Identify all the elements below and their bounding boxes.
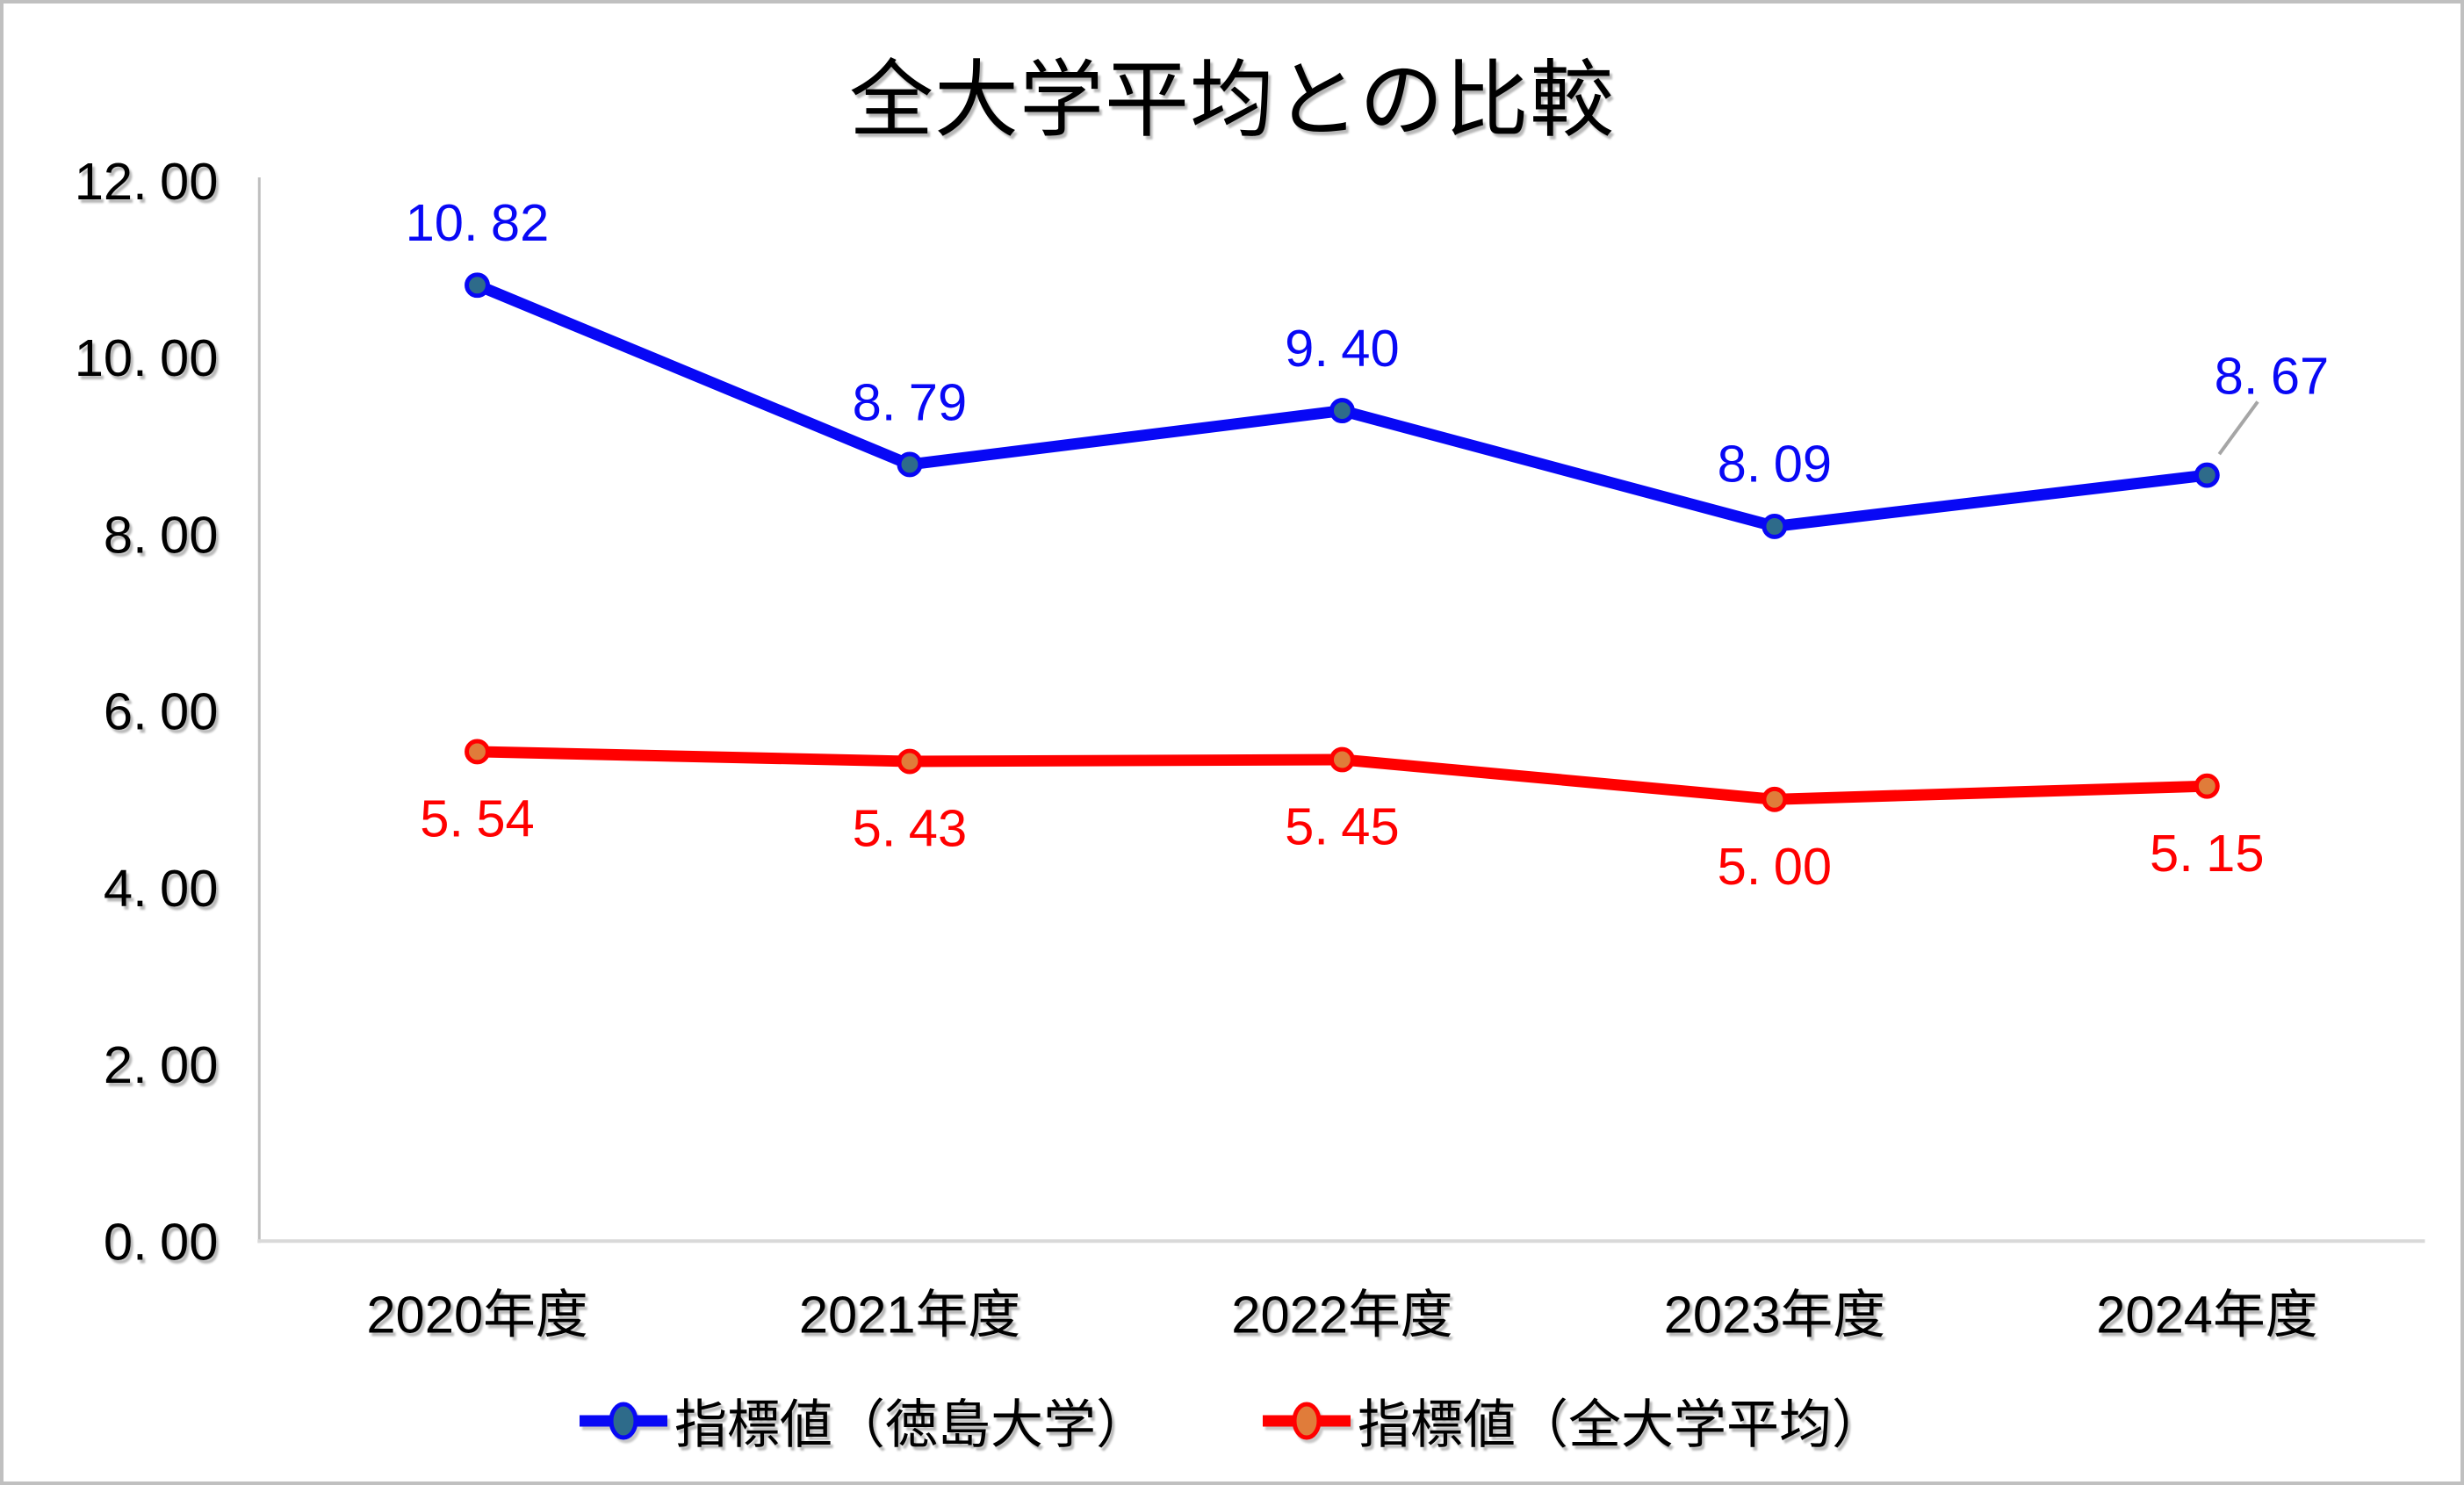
- data-point-marker[interactable]: [2194, 773, 2220, 799]
- legend: 指標値（徳島大学） 指標値（全大学平均）: [4, 1382, 2460, 1459]
- legend-line-marker-icon: [1263, 1402, 1351, 1439]
- data-point-marker[interactable]: [897, 748, 923, 775]
- data-label: 5. 43: [853, 798, 968, 857]
- data-point-marker[interactable]: [1762, 786, 1788, 812]
- data-label: 9. 40: [1285, 318, 1400, 377]
- x-category-label: 2020年度: [366, 1285, 587, 1344]
- legend-item-all-univ-average[interactable]: 指標値（全大学平均）: [1263, 1382, 1884, 1459]
- data-point-marker[interactable]: [465, 272, 490, 299]
- data-label: 8. 79: [853, 372, 968, 431]
- data-label: 5. 45: [1285, 797, 1400, 855]
- legend-label-all-univ-average: 指標値（全大学平均）: [1358, 1395, 1884, 1454]
- data-point-marker[interactable]: [1329, 746, 1355, 773]
- y-tick-label: 0. 00: [104, 1212, 219, 1271]
- x-category-label: 2022年度: [1231, 1285, 1452, 1344]
- y-tick-label: 4. 00: [104, 858, 219, 917]
- x-category-label: 2023年度: [1664, 1285, 1885, 1344]
- data-label-leader-line: [2217, 400, 2259, 456]
- y-tick-label: 10. 00: [75, 328, 219, 387]
- data-label: 5. 00: [1718, 836, 1833, 895]
- legend-label-tokushima: 指標値（徳島大学）: [674, 1395, 1149, 1454]
- data-point-marker[interactable]: [2194, 462, 2220, 488]
- y-tick-label: 12. 00: [75, 152, 219, 211]
- plot-area: 0. 00 2. 00 4. 00 6. 00 8. 00 10. 00 12. 00 2020年度 2021…: [75, 152, 2425, 1344]
- legend-item-tokushima[interactable]: 指標値（徳島大学）: [580, 1382, 1149, 1459]
- y-tick-label: 2. 00: [104, 1035, 219, 1094]
- x-category-label: 2021年度: [799, 1285, 1020, 1344]
- y-tick-label: 6. 00: [104, 681, 219, 740]
- data-point-marker[interactable]: [465, 739, 490, 765]
- data-label: 5. 54: [420, 789, 535, 847]
- data-label: 10. 82: [406, 193, 550, 252]
- chart-title: 全大学平均との比較: [848, 54, 1616, 148]
- data-label: 5. 15: [2150, 823, 2265, 882]
- data-point-marker[interactable]: [897, 451, 923, 478]
- data-label: 8. 67: [2215, 346, 2330, 405]
- legend-point-icon: [1292, 1402, 1322, 1439]
- legend-line-marker-icon: [580, 1402, 667, 1439]
- y-tick-label: 8. 00: [104, 505, 219, 564]
- data-label: 8. 09: [1718, 434, 1833, 493]
- x-category-label: 2024年度: [2096, 1285, 2317, 1344]
- data-point-marker[interactable]: [1762, 513, 1788, 539]
- legend-point-icon: [609, 1402, 638, 1439]
- data-point-marker[interactable]: [1329, 398, 1355, 424]
